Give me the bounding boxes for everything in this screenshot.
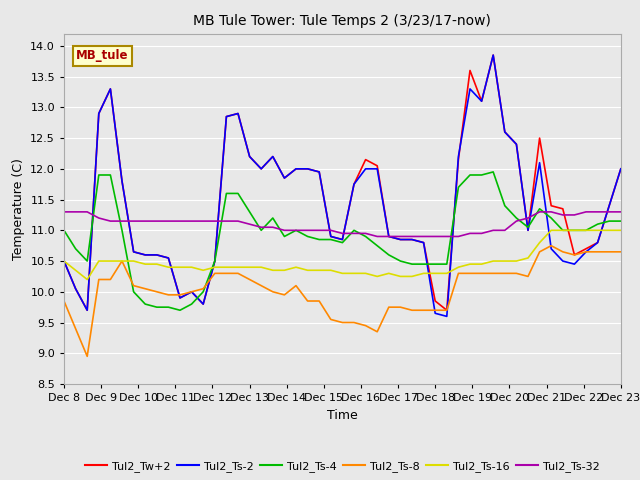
Text: MB_tule: MB_tule xyxy=(76,49,129,62)
Legend: Tul2_Tw+2, Tul2_Ts-2, Tul2_Ts-4, Tul2_Ts-8, Tul2_Ts-16, Tul2_Ts-32: Tul2_Tw+2, Tul2_Ts-2, Tul2_Ts-4, Tul2_Ts… xyxy=(81,457,604,477)
X-axis label: Time: Time xyxy=(327,408,358,421)
Title: MB Tule Tower: Tule Temps 2 (3/23/17-now): MB Tule Tower: Tule Temps 2 (3/23/17-now… xyxy=(193,14,492,28)
Y-axis label: Temperature (C): Temperature (C) xyxy=(12,158,25,260)
